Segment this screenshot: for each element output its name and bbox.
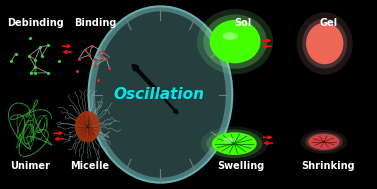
Ellipse shape — [197, 9, 273, 74]
Text: Oscillation: Oscillation — [113, 87, 204, 102]
Circle shape — [308, 134, 340, 150]
Circle shape — [201, 127, 268, 161]
Ellipse shape — [95, 11, 226, 178]
Ellipse shape — [222, 32, 238, 40]
Circle shape — [223, 137, 234, 143]
Text: Binding: Binding — [74, 18, 116, 28]
Text: Micelle: Micelle — [70, 161, 109, 171]
Ellipse shape — [203, 14, 267, 69]
Circle shape — [305, 132, 343, 151]
Ellipse shape — [297, 12, 353, 75]
Circle shape — [300, 130, 348, 154]
Ellipse shape — [210, 20, 261, 63]
Ellipse shape — [302, 19, 347, 68]
Ellipse shape — [306, 23, 343, 64]
Text: Swelling: Swelling — [217, 161, 264, 171]
Ellipse shape — [89, 6, 232, 183]
Text: Sol: Sol — [234, 18, 251, 28]
Ellipse shape — [75, 111, 100, 142]
Text: Unimer: Unimer — [10, 161, 50, 171]
Text: Shrinking: Shrinking — [302, 161, 355, 171]
Circle shape — [206, 129, 262, 158]
Text: Gel: Gel — [319, 18, 337, 28]
Text: Debinding: Debinding — [7, 18, 64, 28]
Circle shape — [212, 132, 257, 155]
